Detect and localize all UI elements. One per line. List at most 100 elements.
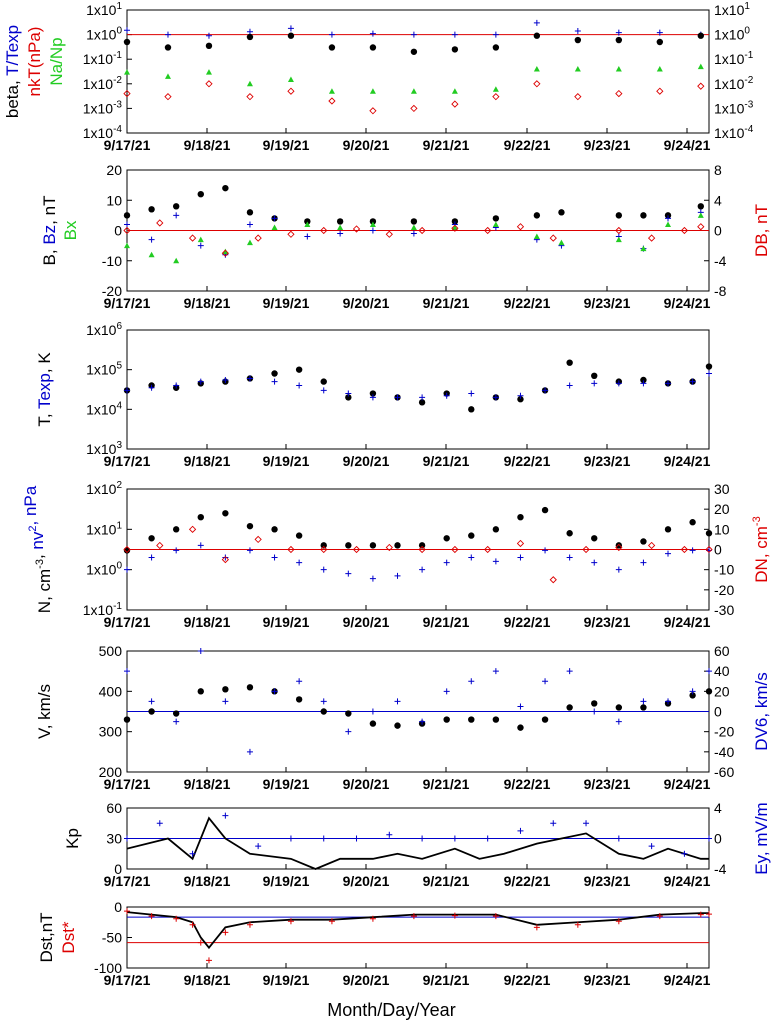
plot-frame-1 — [126, 9, 710, 134]
data-point — [124, 69, 130, 75]
data-point — [287, 230, 295, 238]
data-point — [271, 378, 278, 385]
data-point — [173, 257, 180, 264]
data-point — [197, 648, 204, 654]
data-point — [640, 212, 647, 219]
date-label: 9/18/21 — [184, 295, 231, 311]
data-point — [516, 539, 525, 548]
y2-tick-label: 30 — [714, 481, 730, 497]
data-point — [484, 545, 492, 554]
date-label: 9/22/21 — [504, 295, 551, 311]
y-axis-title-3: Na/Np — [47, 37, 66, 85]
data-point — [124, 668, 130, 675]
data-point — [689, 692, 696, 699]
data-point — [591, 372, 598, 380]
date-label: 9/21/21 — [423, 137, 470, 153]
data-point — [394, 698, 401, 705]
data-point — [345, 394, 352, 401]
data-point — [328, 88, 335, 94]
data-point — [197, 242, 204, 249]
date-label: 9/23/21 — [584, 776, 631, 792]
date-label: 9/19/21 — [263, 972, 310, 988]
data-point — [222, 554, 229, 561]
data-point — [164, 93, 172, 101]
data-point — [410, 230, 417, 237]
data-point — [205, 42, 213, 50]
data-point — [295, 696, 303, 703]
data-point — [255, 843, 262, 850]
y-tick-label: 10 — [106, 192, 122, 208]
data-point — [591, 380, 598, 387]
data-point — [205, 957, 212, 964]
data-point — [172, 526, 180, 533]
y2-tick-label: -8 — [714, 283, 727, 299]
data-point — [640, 380, 647, 387]
data-point — [410, 913, 417, 920]
date-label: 9/21/21 — [423, 972, 470, 988]
y-axis-title: Dst,nT — [37, 912, 56, 962]
date-label: 9/17/21 — [104, 873, 151, 889]
data-point — [287, 76, 294, 82]
data-point — [689, 688, 696, 695]
data-point — [345, 542, 352, 549]
data-point — [394, 394, 401, 401]
date-label: 9/17/21 — [104, 453, 151, 469]
date-label: 9/18/21 — [184, 453, 231, 469]
data-point — [517, 724, 524, 731]
data-point — [369, 227, 376, 234]
data-point — [369, 88, 376, 94]
data-point — [533, 924, 540, 931]
data-point — [173, 547, 180, 554]
data-point — [451, 912, 458, 919]
date-label: 9/22/21 — [504, 614, 551, 630]
data-point — [271, 688, 278, 695]
data-point — [369, 390, 377, 397]
data-point — [320, 387, 327, 394]
data-point — [533, 32, 541, 39]
y-axis-title-2: nkT(nPa) — [25, 27, 44, 97]
data-point — [640, 559, 647, 566]
data-point — [345, 728, 352, 735]
data-point — [517, 396, 524, 403]
date-label: 9/21/21 — [423, 776, 470, 792]
data-point — [665, 380, 672, 387]
data-point — [156, 219, 164, 227]
data-point — [124, 221, 130, 228]
data-point — [492, 221, 499, 227]
plot-frame-7 — [126, 906, 710, 969]
data-point — [320, 545, 328, 554]
date-label: 9/23/21 — [584, 873, 631, 889]
date-label: 9/18/21 — [184, 614, 231, 630]
data-point — [320, 566, 327, 573]
date-label: 9/21/21 — [423, 873, 470, 889]
data-point — [640, 538, 647, 545]
data-point — [558, 209, 565, 216]
data-point — [492, 668, 499, 675]
data-point — [410, 218, 418, 225]
y-axis-title-2: Dst* — [59, 921, 78, 954]
data-point — [320, 698, 327, 705]
data-point — [468, 390, 475, 397]
data-point — [443, 688, 450, 695]
y2-tick-label: 40 — [714, 663, 730, 679]
data-point — [148, 206, 155, 213]
date-label: 9/18/21 — [184, 972, 231, 988]
data-point — [296, 382, 303, 389]
y-tick-label: 500 — [99, 643, 123, 659]
y2-tick-label: -10 — [714, 562, 734, 578]
data-point — [492, 215, 500, 222]
data-point — [156, 820, 163, 827]
y-tick-label: 1x106 — [86, 321, 122, 338]
data-point — [148, 251, 155, 258]
y-tick-label: 1x100 — [86, 26, 122, 43]
data-point — [517, 703, 524, 710]
data-point — [656, 913, 663, 920]
data-point — [246, 375, 253, 382]
data-point — [418, 399, 426, 406]
data-point — [304, 221, 311, 227]
y-axis-title: Kp — [63, 828, 82, 849]
data-point — [124, 387, 130, 394]
data-point — [647, 234, 656, 242]
date-label: 9/19/21 — [263, 873, 310, 889]
data-point — [222, 184, 229, 192]
